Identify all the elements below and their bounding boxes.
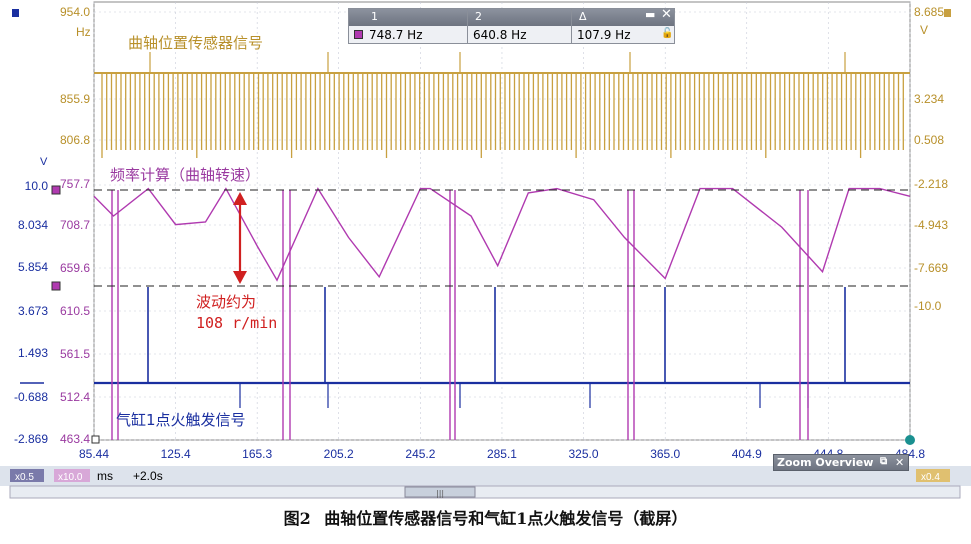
x-tick-label: 165.3 (242, 447, 272, 461)
left-volt-axis: 10.0 8.034 5.854 3.673 1.493 -0.688 -2.869 (14, 179, 48, 446)
ruler-handle[interactable] (905, 435, 915, 445)
zoom-close-icon[interactable]: ✕ (895, 456, 905, 469)
fluctuation-arrow (233, 192, 247, 284)
cursor-col-1: 1 (371, 10, 378, 23)
left-volt-tick: -2.869 (14, 432, 48, 446)
left-hz-tick: 659.6 (60, 261, 90, 275)
cursor-value-delta: 107.9 Hz (577, 28, 631, 42)
figure-number: 图2 (283, 509, 311, 528)
left-volt-tick: 1.493 (18, 346, 48, 360)
crank-pulses (101, 73, 904, 158)
left-hz-tick: 561.5 (60, 347, 90, 361)
x-tick-label: 205.2 (324, 447, 354, 461)
right-volt-tick: 0.508 (914, 133, 944, 147)
cursor-value-2: 640.8 Hz (473, 28, 527, 42)
right-volt-tick: -10.0 (914, 299, 942, 313)
ignition-series-label: 气缸1点火触发信号 (116, 411, 246, 429)
cursor-col-delta: Δ (579, 10, 587, 23)
left-hz-tick: 708.7 (60, 218, 90, 232)
right-unit: V (920, 23, 928, 37)
figure-caption: 图2 曲轴位置传感器信号和气缸1点火触发信号（截屏） (0, 505, 971, 529)
frequency-series-label: 频率计算（曲轴转速） (110, 166, 260, 184)
time-axis: 85.44 125.4 165.3 205.2 245.2 285.1 325.0 365.0… (79, 447, 925, 461)
scrollbar-grip-icon: ||| (436, 489, 444, 498)
annotation-line-2: 108 r/min (196, 314, 277, 332)
left-volt-tick: 10.0 (25, 179, 49, 193)
restore-icon[interactable]: ⧉ (880, 456, 888, 467)
x-tick-label: 365.0 (650, 447, 680, 461)
origin-handle[interactable] (91, 435, 100, 444)
zoom-badge-b-text: x10.0 (58, 472, 83, 483)
left-volt-tick: 5.854 (18, 260, 48, 274)
crank-series-label: 曲轴位置传感器信号 (128, 34, 263, 52)
zoom-badge-c[interactable] (916, 469, 950, 482)
cursor-value-1: 748.7 Hz (369, 28, 423, 42)
left-hz-tick: 610.5 (60, 304, 90, 318)
right-volt-tick: 3.234 (914, 92, 944, 106)
scrollbar-thumb[interactable] (404, 486, 476, 498)
zoom-badge-b[interactable] (54, 469, 90, 482)
annotation-line-1: 波动约为 (196, 293, 256, 311)
frequency-spikes (111, 190, 809, 440)
close-icon[interactable]: ✕ (661, 7, 672, 22)
left-hz-tick: 954.0 (60, 5, 90, 19)
x-tick-label: 85.44 (79, 447, 109, 461)
zoom-overview-title: Zoom Overview (777, 456, 874, 469)
time-offset: +2.0s (133, 469, 163, 483)
cursor-2-handle[interactable] (51, 281, 61, 291)
status-bar (0, 466, 971, 486)
cursor-readout-header: 1 2 Δ ▬ ✕ (349, 7, 674, 26)
crank-signal-series (94, 52, 910, 158)
right-volt-tick: -2.218 (914, 177, 948, 191)
left-volt-tick: 8.034 (18, 218, 48, 232)
time-unit: ms (97, 469, 113, 483)
frequency-series (93, 187, 911, 282)
cursor-col-2: 2 (475, 10, 482, 23)
channel-a-marker[interactable] (12, 9, 19, 17)
left-hz-tick: 855.9 (60, 92, 90, 106)
left-outer-unit: V (40, 156, 48, 168)
left-hz-axis: 954.0 855.9 806.8 757.7 708.7 659.6 610.5 561.5… (60, 5, 90, 446)
figure-title: 曲轴位置传感器信号和气缸1点火触发信号（截屏） (324, 509, 688, 528)
left-inner-unit: Hz (76, 25, 91, 39)
x-tick-label: 125.4 (161, 447, 191, 461)
left-hz-tick: 463.4 (60, 432, 90, 446)
horizontal-scrollbar[interactable] (9, 485, 961, 499)
right-volt-tick: -7.669 (914, 261, 948, 275)
left-volt-tick: 3.673 (18, 304, 48, 318)
left-hz-tick: 512.4 (60, 390, 90, 404)
x-tick-label: 325.0 (568, 447, 598, 461)
zoom-overview-panel[interactable]: Zoom Overview ⧉ ✕ (773, 454, 909, 471)
cursor-readout-panel[interactable]: 1 2 Δ ▬ ✕ 748.7 Hz 640.8 Hz 107.9 Hz 🔓 (348, 7, 675, 44)
zoom-badge-a-text: x0.5 (15, 472, 34, 483)
right-volt-tick: 8.685 (914, 5, 944, 19)
grid (93, 2, 911, 441)
x-tick-label: 404.9 (732, 447, 762, 461)
cursor-color-swatch (354, 30, 363, 39)
cursor-1-handle[interactable] (51, 185, 61, 195)
zoom-badge-a[interactable] (10, 469, 44, 482)
x-tick-label: 245.2 (405, 447, 435, 461)
lock-icon[interactable]: 🔓 (661, 28, 674, 39)
zoom-badge-c-text: x0.4 (921, 472, 940, 483)
right-volt-tick: -4.943 (914, 218, 948, 232)
channel-b-marker[interactable] (944, 9, 951, 17)
right-volt-axis: 8.685 3.234 0.508 -2.218 -4.943 -7.669 -10.0 (914, 5, 948, 313)
left-hz-tick: 757.7 (60, 177, 90, 191)
ignition-signal-series (94, 287, 910, 408)
x-tick-label: 285.1 (487, 447, 517, 461)
left-volt-tick: -0.688 (14, 390, 48, 404)
left-hz-tick: 806.8 (60, 133, 90, 147)
minimize-icon[interactable]: ▬ (645, 8, 656, 21)
